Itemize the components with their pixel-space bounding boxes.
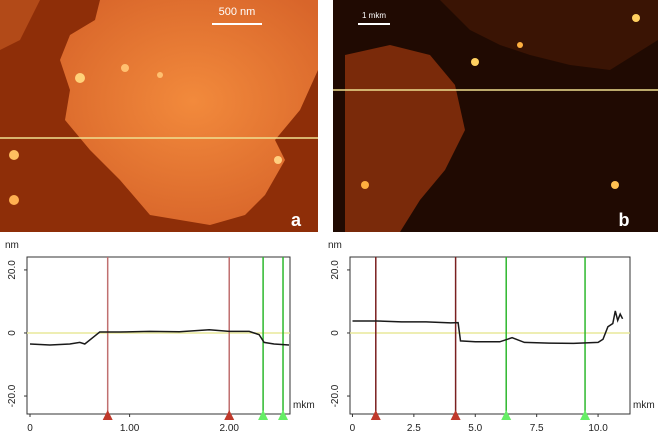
y-tick-label: 0 xyxy=(7,330,18,336)
particle xyxy=(157,72,163,78)
particle xyxy=(361,181,369,189)
particle xyxy=(121,64,129,72)
flake-edge xyxy=(0,0,40,50)
x-tick-label: 1.00 xyxy=(120,423,140,434)
particle xyxy=(471,58,479,66)
profile-chart: 20.0 0 -20.0 0 2.5 5.0 7.5 10.0 nm mkm xyxy=(328,240,655,434)
cursor-marker xyxy=(258,410,269,420)
particle xyxy=(274,156,282,164)
profile xyxy=(29,329,290,346)
cursor-marker xyxy=(278,410,289,420)
x-tick-label: 5.0 xyxy=(468,423,482,434)
panel-label: a xyxy=(291,210,302,230)
particle xyxy=(75,73,85,83)
panel-label: b xyxy=(619,210,630,230)
particle xyxy=(517,42,523,48)
cursor-marker xyxy=(224,410,235,420)
cursor-marker xyxy=(450,410,461,420)
flake xyxy=(40,0,318,225)
x-tick-label: 10.0 xyxy=(588,423,608,434)
y-tick-label: -20.0 xyxy=(330,384,341,407)
y-tick-label: 20.0 xyxy=(330,260,341,280)
y-tick-label: 0 xyxy=(330,330,341,336)
cursor-marker xyxy=(501,410,512,420)
x-tick-label: 7.5 xyxy=(530,423,544,434)
particle xyxy=(9,150,19,160)
cursor-marker xyxy=(580,410,591,420)
x-tick-label: 0 xyxy=(350,423,356,434)
y-tick-label: 20.0 xyxy=(7,260,18,280)
x-tick-label: 0 xyxy=(27,423,33,434)
plot-frame xyxy=(349,256,631,415)
panel-b: 1 mkm b xyxy=(333,0,658,232)
x-axis-label: mkm xyxy=(633,400,655,411)
plot-frame xyxy=(26,256,291,415)
x-tick-label: 2.5 xyxy=(407,423,421,434)
particle xyxy=(9,195,19,205)
y-tick-label: -20.0 xyxy=(7,384,18,407)
panel-a: 500 nm a xyxy=(0,0,318,232)
profile xyxy=(352,310,624,345)
scale-bar-label: 1 mkm xyxy=(362,11,386,20)
y-axis-label: nm xyxy=(328,240,342,251)
y-axis-label: nm xyxy=(5,240,19,251)
flake xyxy=(345,45,465,232)
x-tick-label: 2.00 xyxy=(219,423,239,434)
particle xyxy=(611,181,619,189)
scale-bar-label: 500 nm xyxy=(219,6,256,18)
cursor-marker xyxy=(370,410,381,420)
profile-chart: 20.0 0 -20.0 0 1.00 2.00 nm mkm xyxy=(5,240,315,434)
flake xyxy=(440,0,658,70)
particle xyxy=(632,14,640,22)
x-axis-label: mkm xyxy=(293,400,315,411)
cursor-marker xyxy=(102,410,113,420)
